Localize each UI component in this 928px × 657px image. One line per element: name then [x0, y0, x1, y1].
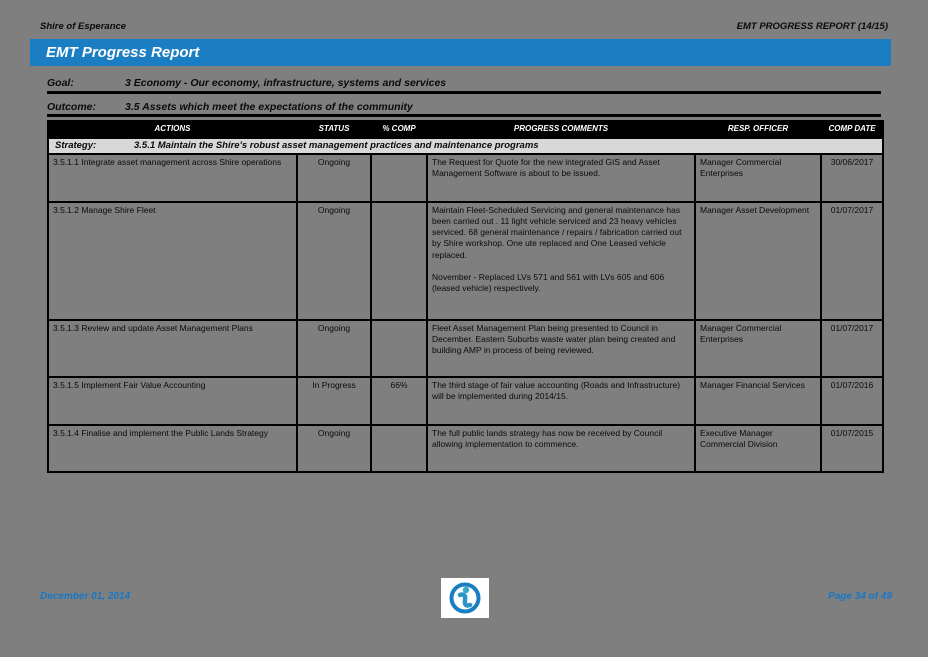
column-header-comp: % COMP	[370, 120, 428, 139]
shire-of-esperance-logo	[441, 578, 489, 618]
table-row: 3.5.1.5 Implement Fair Value Accounting …	[47, 376, 884, 427]
cell-status: In Progress	[296, 376, 372, 427]
cell-comments: The Request for Quote for the new integr…	[426, 153, 696, 204]
cell-percent-complete	[370, 201, 428, 322]
cell-action: 3.5.1.3 Review and update Asset Manageme…	[47, 319, 298, 379]
cell-action: 3.5.1.1 Integrate asset management acros…	[47, 153, 298, 204]
column-header-date: COMP DATE	[820, 120, 884, 139]
goal-row: Goal: 3 Economy - Our economy, infrastruc…	[47, 77, 881, 89]
page-title: EMT Progress Report	[30, 39, 891, 66]
strategy-value: 3.5.1 Maintain the Shire's robust asset …	[134, 140, 539, 151]
strategy-row: Strategy: 3.5.1 Maintain the Shire's robu…	[47, 136, 884, 156]
divider	[47, 114, 881, 117]
cell-action: 3.5.1.5 Implement Fair Value Accounting	[47, 376, 298, 427]
table-row: 3.5.1.4 Finalise and implement the Publi…	[47, 424, 884, 474]
column-header-officer: RESP. OFFICER	[694, 120, 822, 139]
cell-action: 3.5.1.4 Finalise and implement the Publi…	[47, 424, 298, 474]
footer-page-number: Page 34 of 49	[828, 591, 892, 602]
cell-officer: Manager Commercial Enterprises	[694, 153, 822, 204]
cell-officer: Manager Asset Development	[694, 201, 822, 322]
table-row: 3.5.1.2 Manage Shire Fleet Ongoing Maint…	[47, 201, 884, 322]
strategy-label: Strategy:	[55, 140, 97, 151]
cell-status: Ongoing	[296, 201, 372, 322]
cell-officer: Manager Financial Services	[694, 376, 822, 427]
cell-comp-date: 01/07/2015	[820, 424, 884, 474]
cell-comp-date: 01/07/2017	[820, 319, 884, 379]
document-org-title: Shire of Esperance	[40, 21, 127, 32]
table-header-row: ACTIONS STATUS % COMP PROGRESS COMMENTS …	[47, 120, 884, 139]
outcome-label: Outcome:	[47, 101, 97, 113]
cell-status: Ongoing	[296, 319, 372, 379]
column-header-status: STATUS	[296, 120, 372, 139]
cell-comp-date: 01/07/2017	[820, 201, 884, 322]
cell-officer: Manager Commercial Enterprises	[694, 319, 822, 379]
outcome-value: 3.5 Assets which meet the expectations o…	[125, 101, 413, 113]
cell-status: Ongoing	[296, 153, 372, 204]
progress-table: ACTIONS STATUS % COMP PROGRESS COMMENTS …	[47, 120, 884, 474]
cell-percent-complete	[370, 424, 428, 474]
table-row: 3.5.1.1 Integrate asset management acros…	[47, 153, 884, 204]
cell-percent-complete	[370, 319, 428, 379]
column-header-comments: PROGRESS COMMENTS	[426, 120, 696, 139]
cell-percent-complete: 66%	[370, 376, 428, 427]
cell-officer: Executive Manager Commercial Division	[694, 424, 822, 474]
cell-comments: The full public lands strategy has now b…	[426, 424, 696, 474]
cell-action: 3.5.1.2 Manage Shire Fleet	[47, 201, 298, 322]
column-header-actions: ACTIONS	[47, 120, 298, 139]
cell-status: Ongoing	[296, 424, 372, 474]
cell-comments: The third stage of fair value accounting…	[426, 376, 696, 427]
table-row: 3.5.1.3 Review and update Asset Manageme…	[47, 319, 884, 379]
document-running-header: EMT PROGRESS REPORT (14/15)	[736, 21, 888, 32]
footer-date: December 01, 2014	[40, 591, 131, 602]
cell-comments: Maintain Fleet-Scheduled Servicing and g…	[426, 201, 696, 322]
cell-comments: Fleet Asset Management Plan being presen…	[426, 319, 696, 379]
cell-percent-complete	[370, 153, 428, 204]
outcome-row: Outcome: 3.5 Assets which meet the expect…	[47, 101, 881, 113]
cell-comp-date: 01/07/2016	[820, 376, 884, 427]
divider	[47, 91, 881, 94]
cell-comp-date: 30/06/2017	[820, 153, 884, 204]
goal-value: 3 Economy - Our economy, infrastructure,…	[125, 77, 447, 89]
logo-icon	[449, 582, 481, 614]
goal-label: Goal:	[47, 77, 74, 89]
